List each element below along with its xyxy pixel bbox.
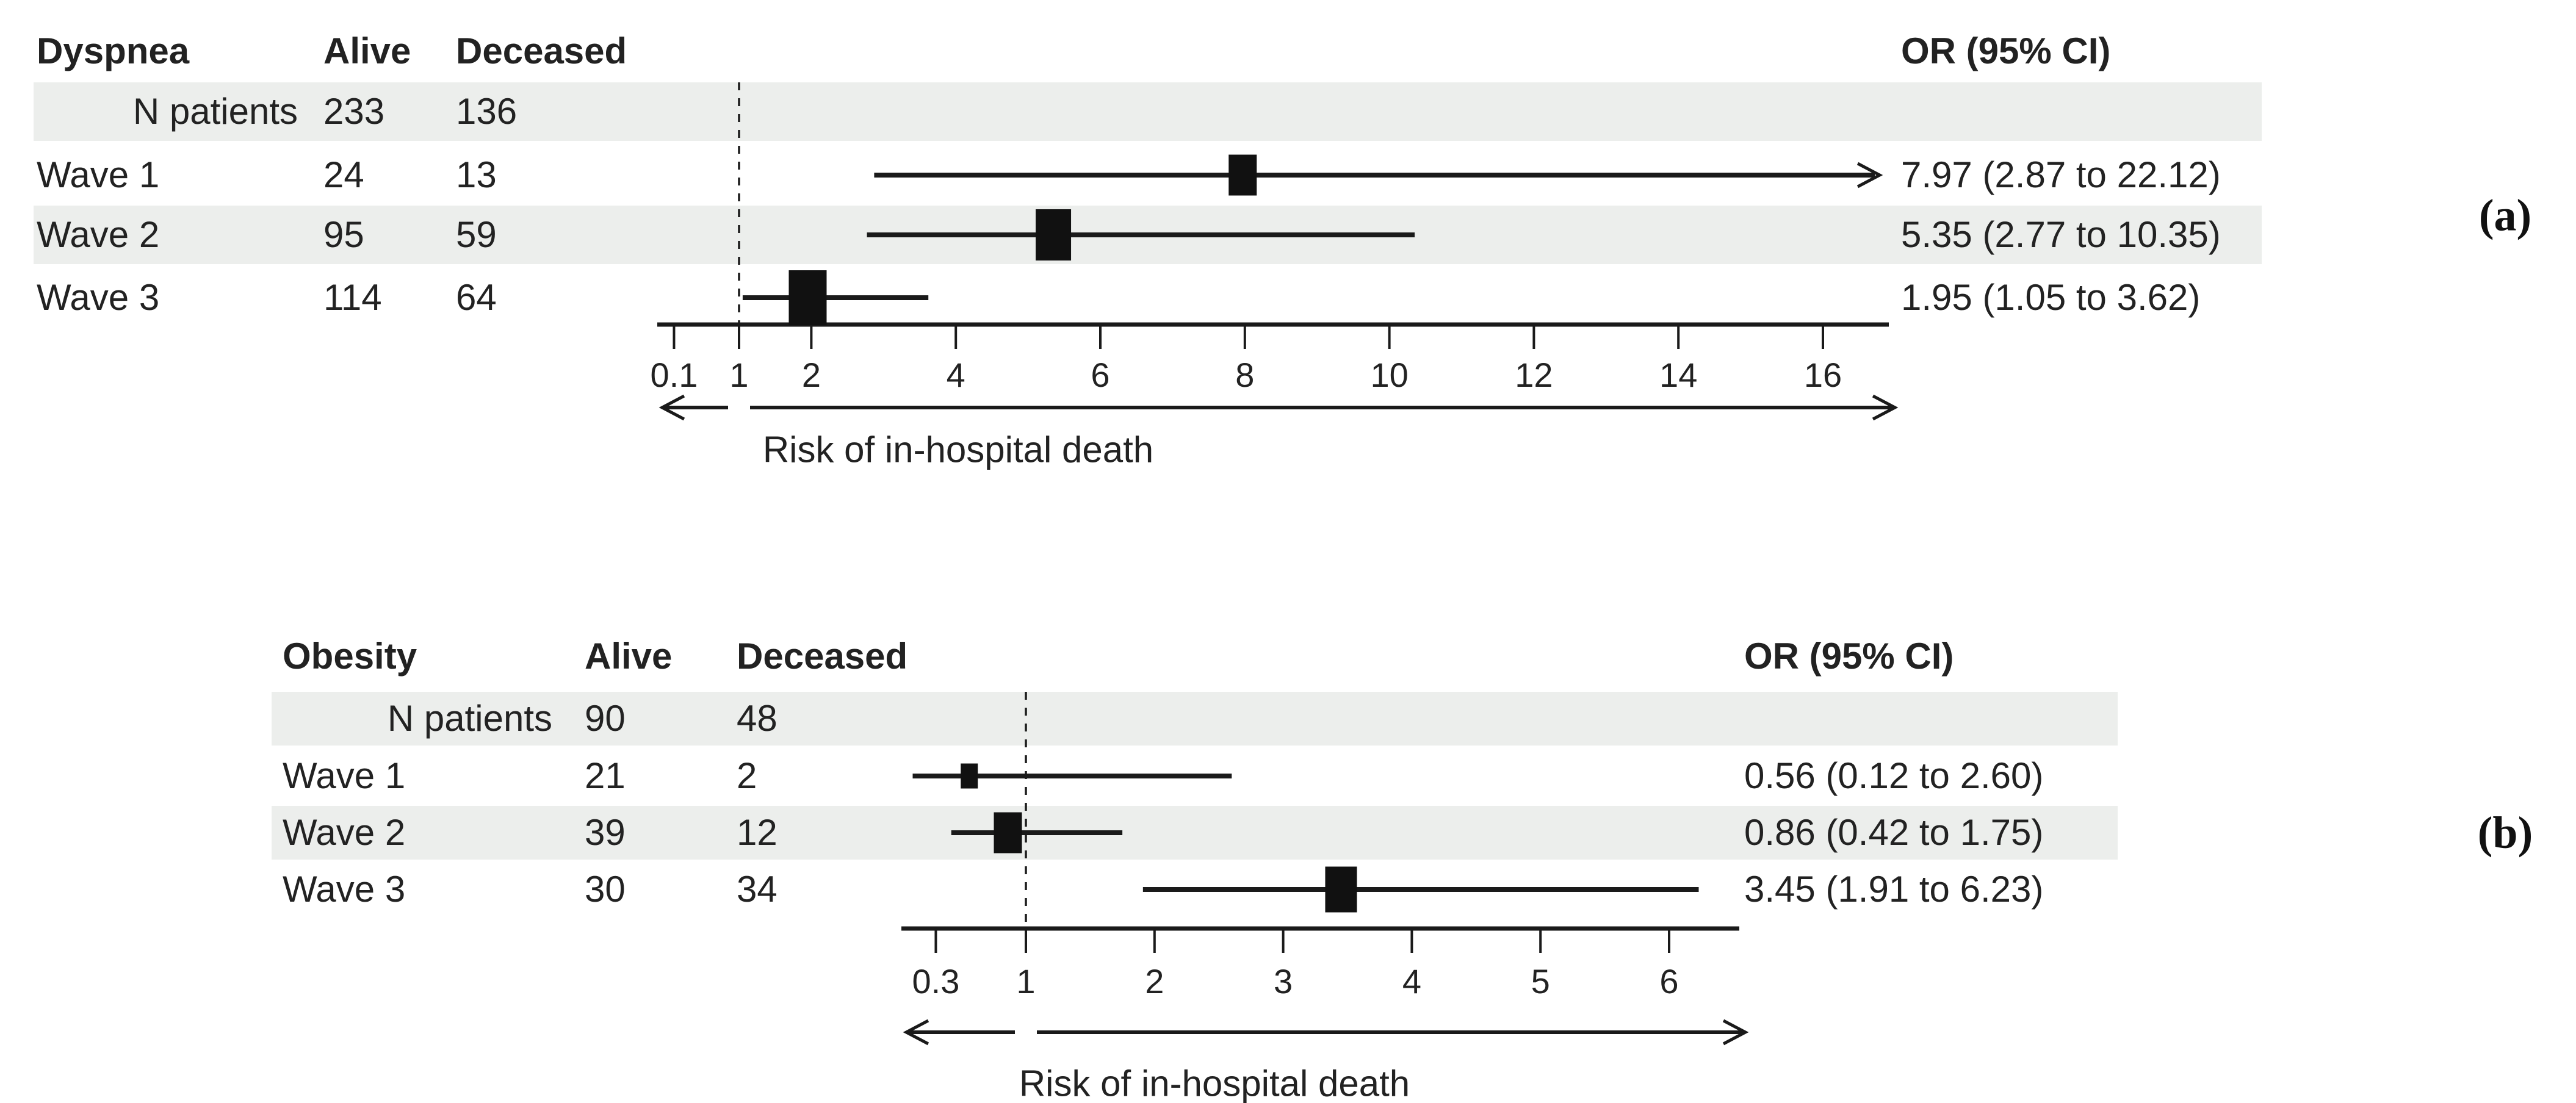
cell-deceased: 13: [456, 154, 497, 195]
x-tick-label: 5: [1531, 962, 1550, 1001]
cell-alive: 114: [323, 277, 382, 318]
x-tick-label: 3: [1274, 962, 1293, 1001]
x-tick-label: 1: [729, 356, 748, 394]
row-label: Wave 2: [283, 812, 406, 853]
x-tick-label: 6: [1091, 356, 1109, 394]
or-value: 1.95 (1.05 to 3.62): [1901, 277, 2201, 318]
panel-b-or-header: OR (95% CI): [1744, 636, 1954, 677]
or-value: 7.97 (2.87 to 22.12): [1901, 154, 2221, 195]
or-value: 3.45 (1.91 to 6.23): [1744, 869, 2044, 910]
or-marker: [961, 763, 978, 789]
or-value: 0.86 (0.42 to 1.75): [1744, 812, 2044, 853]
x-tick-label: 10: [1370, 356, 1408, 394]
x-tick-label: 4: [1402, 962, 1421, 1001]
x-tick-label: 1: [1016, 962, 1035, 1001]
n-patients-alive: 90: [585, 698, 626, 739]
x-tick-label: 16: [1804, 356, 1842, 394]
x-tick-label: 4: [947, 356, 965, 394]
or-marker: [1228, 154, 1257, 196]
x-tick-label: 0.3: [912, 962, 960, 1001]
row-label: Wave 1: [37, 154, 160, 195]
or-marker: [788, 270, 827, 325]
n-patients-alive: 233: [323, 91, 385, 132]
x-tick-label: 2: [1145, 962, 1164, 1001]
or-marker: [1325, 866, 1357, 913]
n-patients-label: N patients: [132, 91, 298, 132]
cell-alive: 95: [323, 214, 364, 255]
panel-a-deceased-header: Deceased: [456, 31, 627, 71]
x-tick-label: 8: [1235, 356, 1254, 394]
panel-b-group-header: Obesity: [283, 636, 417, 677]
cell-alive: 24: [323, 154, 364, 195]
or-value: 0.56 (0.12 to 2.60): [1744, 755, 2044, 796]
ci-clipped-arrowhead: [1856, 162, 1883, 189]
panel-b-axis-title: Risk of in-hospital death: [1019, 1063, 1410, 1103]
panel-a-letter: (a): [2478, 190, 2532, 241]
panel-a-group-header: Dyspnea: [37, 31, 190, 71]
panel-a-alive-header: Alive: [323, 31, 411, 71]
panel-a-or-header: OR (95% CI): [1901, 31, 2111, 71]
cell-alive: 21: [585, 755, 626, 796]
n-patients-deceased: 48: [737, 698, 777, 739]
row-label: Wave 3: [37, 277, 160, 318]
row-label: Wave 2: [37, 214, 160, 255]
panel-b-alive-header: Alive: [585, 636, 673, 677]
cell-deceased: 34: [737, 869, 777, 910]
or-marker: [994, 812, 1022, 853]
cell-alive: 30: [585, 869, 626, 910]
panel-a-axis-title: Risk of in-hospital death: [762, 429, 1154, 470]
cell-deceased: 64: [456, 277, 497, 318]
row-band: [272, 692, 2118, 746]
cell-deceased: 2: [737, 755, 757, 796]
cell-alive: 39: [585, 812, 626, 853]
or-value: 5.35 (2.77 to 10.35): [1901, 214, 2221, 255]
panel-b-letter: (b): [2477, 808, 2533, 858]
x-tick-label: 2: [802, 356, 821, 394]
x-tick-label: 6: [1659, 962, 1678, 1001]
x-tick-label: 12: [1515, 356, 1553, 394]
n-patients-label: N patients: [387, 698, 552, 739]
or-marker: [1036, 209, 1072, 260]
row-label: Wave 3: [283, 869, 406, 910]
x-tick-label: 14: [1659, 356, 1697, 394]
cell-deceased: 59: [456, 214, 497, 255]
x-tick-label: 0.1: [651, 356, 698, 394]
direction-arrow-right-head: [1872, 394, 1899, 421]
cell-deceased: 12: [737, 812, 777, 853]
direction-arrow-left-head: [658, 394, 685, 421]
row-label: Wave 1: [283, 755, 406, 796]
panel-b-deceased-header: Deceased: [737, 636, 908, 677]
row-band: [272, 806, 2118, 860]
direction-arrow-left-head: [903, 1019, 929, 1046]
row-band: [34, 82, 2262, 141]
direction-arrow-right-head: [1722, 1019, 1749, 1046]
n-patients-deceased: 136: [456, 91, 518, 132]
